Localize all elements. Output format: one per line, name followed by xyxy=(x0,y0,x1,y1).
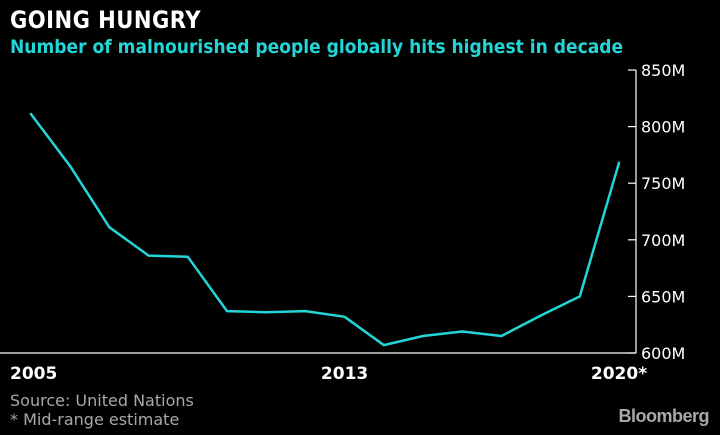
y-tick-label: 800M xyxy=(641,118,685,137)
bloomberg-logo: Bloomberg xyxy=(618,406,709,426)
y-tick-label: 750M xyxy=(641,174,685,193)
data-point xyxy=(29,112,33,116)
chart-subtitle: Number of malnourished people globally h… xyxy=(10,36,624,58)
data-point xyxy=(225,309,229,313)
y-tick-label: 650M xyxy=(641,287,685,306)
y-tick-label: 850M xyxy=(641,61,685,80)
data-point xyxy=(186,255,189,258)
data-point xyxy=(265,311,268,314)
data-point xyxy=(304,309,307,313)
data-point xyxy=(147,254,150,257)
data-point xyxy=(461,330,464,333)
data-point xyxy=(382,343,385,347)
data-point xyxy=(343,315,346,318)
data-point xyxy=(539,314,542,317)
data-point xyxy=(500,334,503,338)
chart-title: GOING HUNGRY xyxy=(10,6,202,34)
y-tick-label: 700M xyxy=(641,231,685,250)
y-tick-label: 600M xyxy=(641,344,685,363)
series-line xyxy=(29,112,621,347)
data-point xyxy=(69,165,72,168)
x-tick-label: 2005 xyxy=(10,364,57,384)
data-point xyxy=(617,161,621,164)
data-point xyxy=(108,226,111,229)
source-note: Source: United Nations xyxy=(10,391,194,410)
data-point xyxy=(421,334,425,338)
footnote: * Mid-range estimate xyxy=(10,410,180,429)
data-point xyxy=(578,295,581,298)
x-tick-label: 2020* xyxy=(591,364,647,384)
x-tick-label: 2013 xyxy=(321,364,368,384)
